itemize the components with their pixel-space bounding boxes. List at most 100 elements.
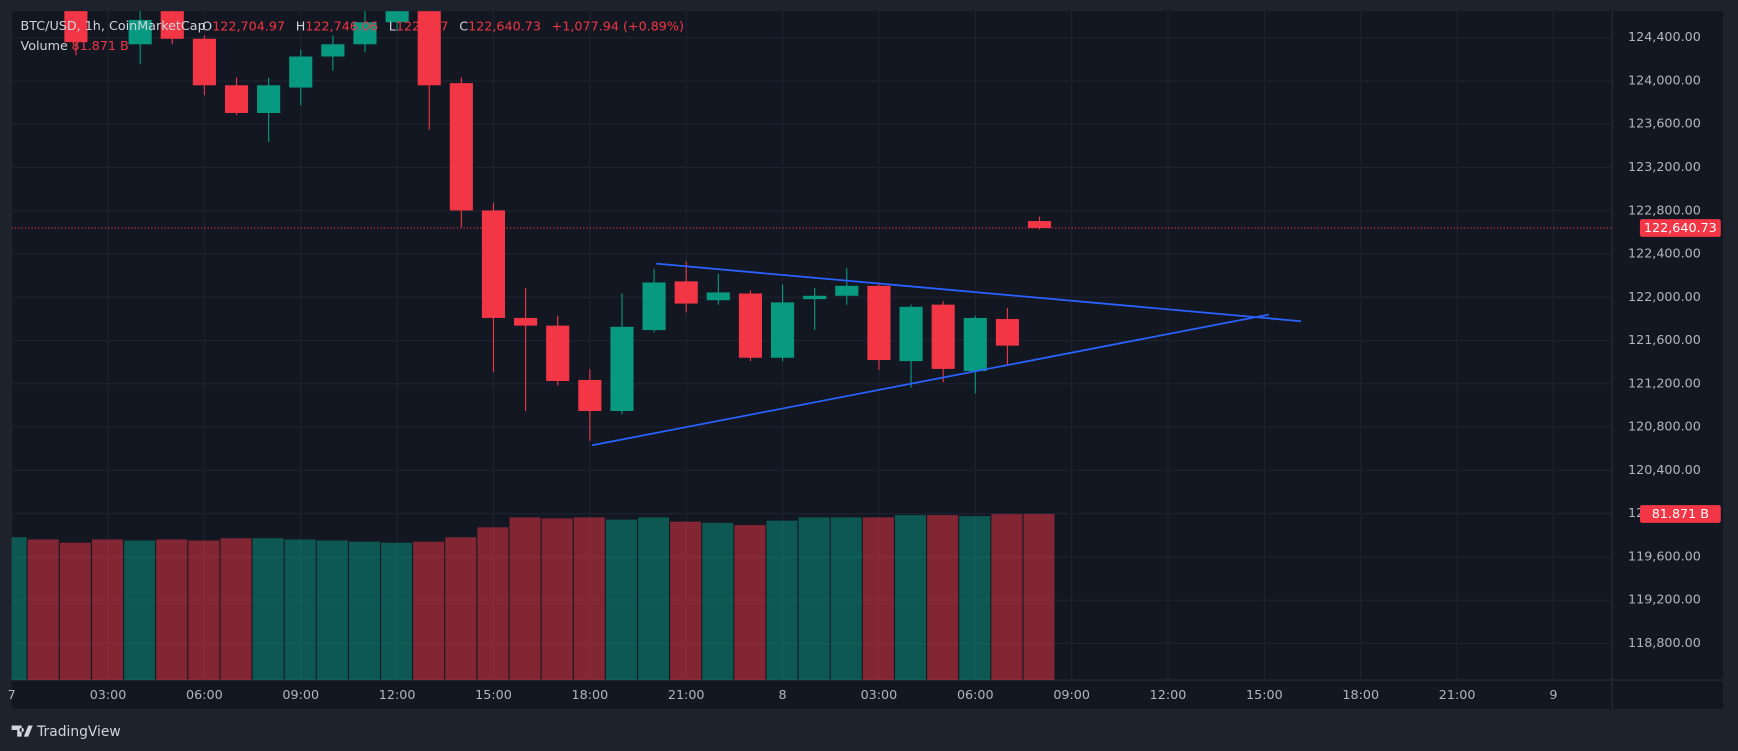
candle-body	[771, 302, 795, 358]
volume-value-box	[1639, 505, 1721, 523]
volume-bar	[862, 517, 894, 681]
candle-body	[514, 317, 538, 326]
candle-body	[867, 285, 891, 361]
candle-body	[642, 282, 666, 331]
volume-bar	[413, 541, 445, 681]
y-tick-label: 124,400.00	[1628, 30, 1701, 45]
volume-bar	[894, 515, 927, 681]
volume-bar	[1023, 513, 1055, 681]
x-tick-label: 06:00	[957, 688, 994, 703]
x-tick-label: 21:00	[668, 688, 705, 703]
y-tick-label: 122,000.00	[1628, 290, 1701, 305]
x-tick-label: 03:00	[90, 688, 127, 703]
volume-value-label: 81.871 B	[1652, 507, 1709, 522]
x-tick-label: 15:00	[475, 688, 512, 703]
volume-bar	[798, 517, 830, 681]
legend-key: H	[296, 19, 306, 34]
candle-body	[224, 85, 249, 113]
volume-bar	[156, 539, 188, 681]
legend-value: 122,746.06	[305, 19, 378, 34]
y-tick-label: 120,800.00	[1628, 420, 1701, 435]
candle-body	[417, 11, 441, 86]
legend-value: 122,704.97	[212, 19, 285, 34]
x-tick-label: 18:00	[1342, 688, 1379, 703]
candle-body	[899, 306, 923, 362]
volume-bar	[605, 519, 637, 681]
candle-body	[578, 379, 602, 411]
candle-body	[385, 11, 409, 23]
volume-bar	[188, 540, 220, 681]
candle-body	[192, 38, 216, 86]
brand-logo	[11, 725, 33, 737]
y-tick-label: 123,600.00	[1628, 117, 1701, 132]
candle-body	[835, 285, 859, 296]
volume-bar	[830, 517, 862, 681]
volume-bar	[316, 540, 348, 681]
x-tick-label: 7	[8, 688, 16, 703]
last-price-label: 122,640.73	[1644, 221, 1717, 236]
candle-body	[353, 22, 377, 45]
y-tick-label: 123,200.00	[1628, 160, 1701, 175]
legend-volume-value: 81.871 B	[71, 39, 128, 54]
volume-bar	[734, 525, 766, 681]
candle-body	[610, 326, 634, 411]
x-tick-label: 03:00	[861, 688, 898, 703]
brand[interactable]: TradingView	[11, 724, 121, 740]
volume-bar	[59, 542, 91, 681]
trend-line	[591, 313, 1270, 447]
legend-value: 122,640.73	[468, 19, 541, 34]
volume-bar	[991, 514, 1023, 681]
candle-body	[706, 292, 730, 301]
y-tick-label: 118,800.00	[1628, 636, 1701, 651]
candle-body	[289, 56, 313, 88]
y-tick-label: 122,800.00	[1628, 203, 1701, 218]
volume-bar	[766, 520, 798, 681]
volume-bar	[670, 521, 702, 681]
x-tick-label: 12:00	[379, 688, 416, 703]
volume-bar	[509, 517, 541, 681]
candle-body	[803, 295, 827, 300]
trend-line	[656, 262, 1302, 323]
candle-body	[64, 11, 88, 43]
candle-body	[963, 317, 987, 372]
volume-bar	[27, 539, 59, 681]
candle-body	[931, 304, 955, 369]
volume-bar	[11, 537, 27, 681]
legend-value: 122,627	[396, 19, 449, 34]
legend-ohlc: O122,704.97 H122,746.06 L122,627 C122,64…	[202, 19, 684, 34]
x-tick-label: 15:00	[1246, 688, 1283, 703]
candle-body	[160, 11, 184, 39]
y-tick-label: 121,600.00	[1628, 333, 1701, 348]
candle-body	[321, 44, 345, 57]
x-tick-label: 12:00	[1150, 688, 1187, 703]
candle-body	[995, 319, 1019, 346]
volume-bar	[541, 518, 573, 681]
volume-bar	[573, 517, 605, 681]
legend: BTC/USD, 1h, CoinMarketCap O122,704.97 H…	[21, 19, 684, 54]
candle-body	[738, 293, 763, 358]
x-tick-label: 06:00	[186, 688, 223, 703]
volume-bar	[702, 522, 734, 681]
last-price-box	[1639, 219, 1721, 237]
volume-bar	[445, 537, 477, 681]
legend-key: L	[389, 19, 397, 34]
x-tick-label: 18:00	[572, 688, 609, 703]
y-tick-label: 122,400.00	[1628, 247, 1701, 262]
volume-bar	[927, 515, 959, 681]
volume-bar	[252, 538, 284, 681]
legend-key: C	[459, 19, 468, 34]
x-tick-label: 21:00	[1439, 688, 1476, 703]
candle-body	[257, 85, 281, 113]
legend-symbol: BTC/USD, 1h, CoinMarketCap	[21, 19, 206, 34]
candle-body	[1027, 221, 1052, 228]
x-tick-label: 8	[779, 688, 787, 703]
candle-body	[546, 325, 570, 382]
volume-bar	[381, 542, 413, 681]
legend-key: O	[202, 19, 212, 34]
volume-bar	[124, 540, 156, 681]
volume-bar	[477, 527, 509, 681]
volume-bar	[91, 539, 123, 681]
x-tick-label: 9	[1549, 688, 1557, 703]
y-tick-label: 124,000.00	[1628, 73, 1701, 88]
legend-volume-name: Volume	[21, 39, 68, 54]
